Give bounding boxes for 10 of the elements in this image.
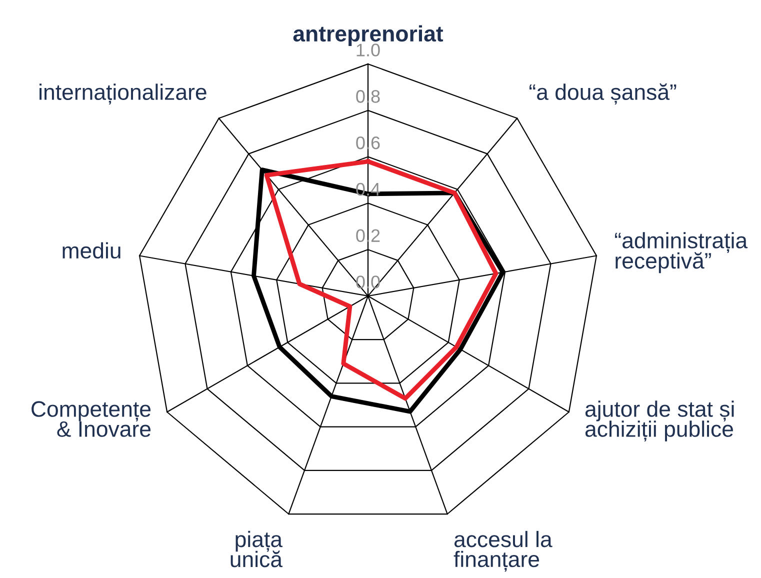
spoke-label: mediu bbox=[62, 242, 120, 259]
spoke-label: “administrația receptivă” bbox=[615, 232, 748, 274]
spoke-label: accesul la finanțare bbox=[454, 530, 552, 572]
spoke-label: “a doua șansă” bbox=[530, 83, 676, 104]
spoke-label: internaționalizare bbox=[40, 84, 206, 104]
spoke-label: Competențe & Inovare bbox=[32, 401, 151, 437]
y-tick-label: 1.0 bbox=[356, 44, 380, 56]
spoke-label: piața unică bbox=[230, 530, 282, 568]
spoke-label: antreprenoriat bbox=[293, 25, 444, 46]
spoke-label: ajutor de stat și achiziții publice bbox=[585, 400, 734, 442]
